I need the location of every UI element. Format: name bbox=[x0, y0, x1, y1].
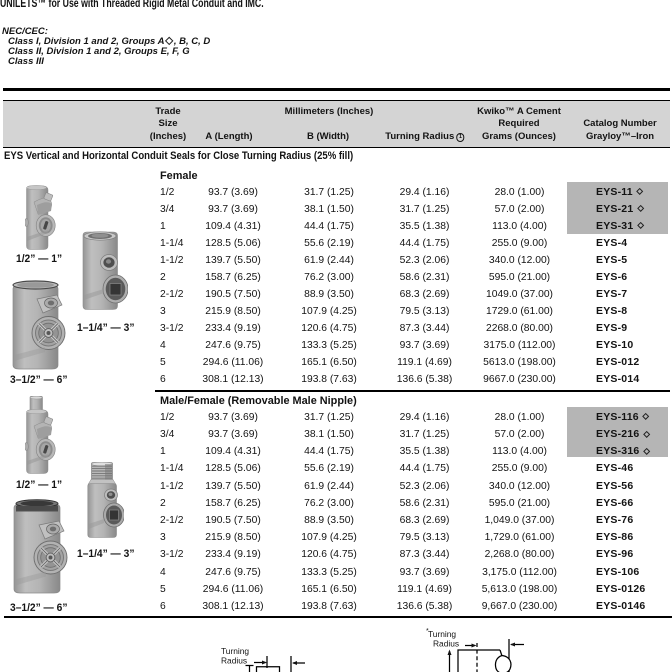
svg-text:Turning: Turning bbox=[428, 629, 456, 639]
svg-text:Radius: Radius bbox=[433, 639, 459, 649]
svg-text:*: * bbox=[426, 628, 429, 635]
svg-text:Radius: Radius bbox=[221, 656, 247, 666]
svg-text:Turning: Turning bbox=[221, 646, 249, 656]
